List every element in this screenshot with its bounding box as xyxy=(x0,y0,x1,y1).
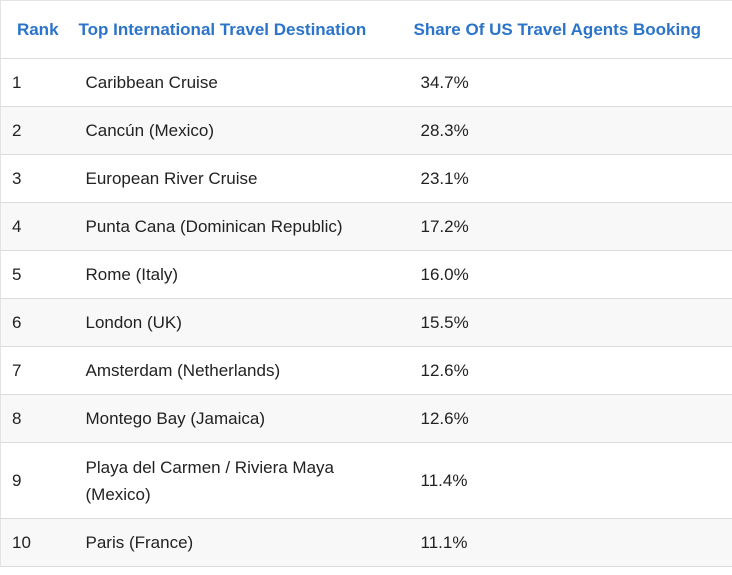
destination-cell: Caribbean Cruise xyxy=(74,58,410,107)
share-cell: 34.7% xyxy=(409,58,732,107)
table-row: 1 Caribbean Cruise 34.7% xyxy=(0,58,732,107)
destination-cell: London (UK) xyxy=(74,298,410,347)
destination-cell: Cancún (Mexico) xyxy=(74,106,410,155)
table-header: Rank Top International Travel Destination… xyxy=(0,0,732,59)
destination-cell: Punta Cana (Dominican Republic) xyxy=(74,202,410,251)
table-row: 6 London (UK) 15.5% xyxy=(0,298,732,347)
column-header: Rank xyxy=(0,0,75,59)
rank-cell: 10 xyxy=(0,518,75,567)
destination-cell: Paris (France) xyxy=(74,518,410,567)
share-cell: 16.0% xyxy=(409,250,732,299)
rank-cell: 3 xyxy=(0,154,75,203)
table-row: 8 Montego Bay (Jamaica) 12.6% xyxy=(0,394,732,443)
header-row: Rank Top International Travel Destination… xyxy=(0,0,732,59)
column-header: Top International Travel Destination xyxy=(74,0,410,59)
table-body: 1 Caribbean Cruise 34.7% 2 Cancún (Mexico) 28… xyxy=(0,58,732,567)
share-cell: 23.1% xyxy=(409,154,732,203)
rank-cell: 1 xyxy=(0,58,75,107)
table-row: 9 Playa del Carmen / Riviera Maya (Mexico… xyxy=(0,442,732,519)
rank-cell: 7 xyxy=(0,346,75,395)
table-row: 4 Punta Cana (Dominican Republic) 17.2% xyxy=(0,202,732,251)
destination-cell: Playa del Carmen / Riviera Maya (Mexico) xyxy=(74,442,410,519)
rank-cell: 4 xyxy=(0,202,75,251)
rank-cell: 6 xyxy=(0,298,75,347)
share-cell: 11.1% xyxy=(409,518,732,567)
table-row: 10 Paris (France) 11.1% xyxy=(0,518,732,567)
destination-cell: Montego Bay (Jamaica) xyxy=(74,394,410,443)
rank-cell: 9 xyxy=(0,442,75,519)
table-row: 2 Cancún (Mexico) 28.3% xyxy=(0,106,732,155)
column-header: Share Of US Travel Agents Booking xyxy=(409,0,732,59)
share-cell: 28.3% xyxy=(409,106,732,155)
table-row: 5 Rome (Italy) 16.0% xyxy=(0,250,732,299)
share-cell: 15.5% xyxy=(409,298,732,347)
destination-cell: Rome (Italy) xyxy=(74,250,410,299)
share-cell: 12.6% xyxy=(409,346,732,395)
destination-cell: Amsterdam (Netherlands) xyxy=(74,346,410,395)
table-row: 3 European River Cruise 23.1% xyxy=(0,154,732,203)
share-cell: 11.4% xyxy=(409,442,732,519)
destination-cell: European River Cruise xyxy=(74,154,410,203)
table-row: 7 Amsterdam (Netherlands) 12.6% xyxy=(0,346,732,395)
rank-cell: 8 xyxy=(0,394,75,443)
rank-cell: 5 xyxy=(0,250,75,299)
share-cell: 17.2% xyxy=(409,202,732,251)
share-cell: 12.6% xyxy=(409,394,732,443)
rank-cell: 2 xyxy=(0,106,75,155)
